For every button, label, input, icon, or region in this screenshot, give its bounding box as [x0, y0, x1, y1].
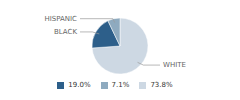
html-text:73.8%: 73.8%: [150, 81, 173, 89]
svg-text:WHITE: WHITE: [163, 61, 186, 69]
html-text:19.0%: 19.0%: [68, 81, 91, 89]
html-text:7.1%: 7.1%: [111, 81, 130, 89]
svg-text:HISPANIC: HISPANIC: [44, 15, 77, 23]
svg-text:BLACK: BLACK: [54, 28, 77, 36]
